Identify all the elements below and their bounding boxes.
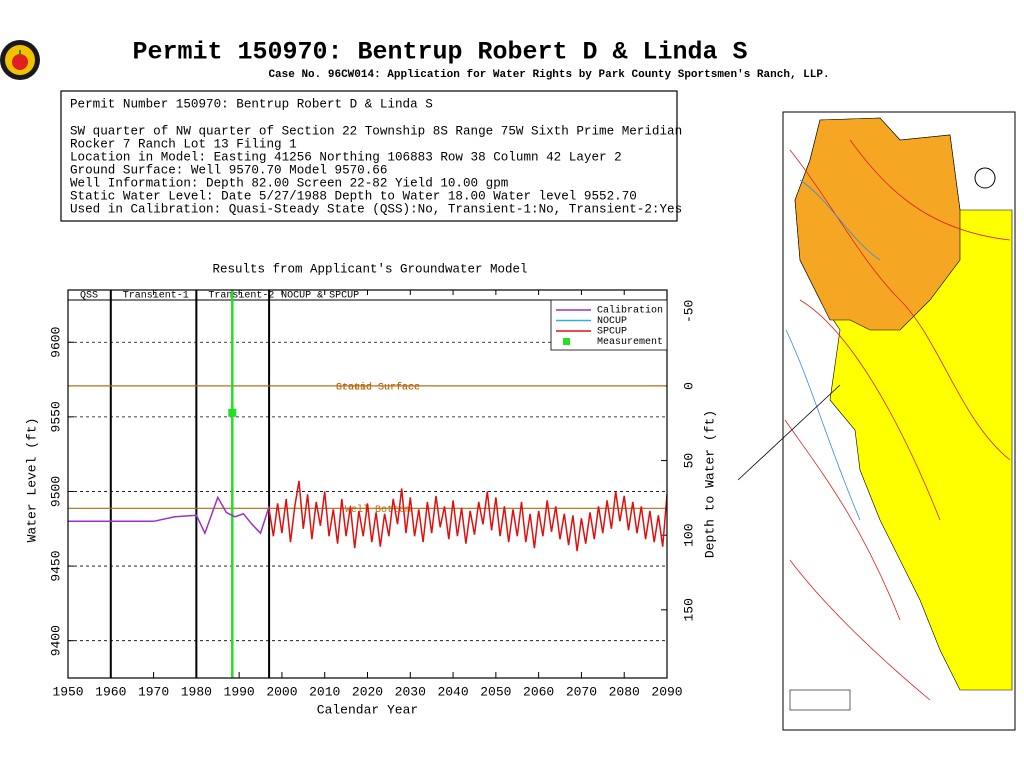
period-label: NOCUP & SPCUP — [281, 291, 359, 302]
y-tick-label: 9400 — [48, 625, 63, 656]
page-subtitle: Case No. 96CW014: Application for Water … — [268, 69, 829, 81]
y2-tick-label: -50 — [681, 300, 696, 323]
legend-label: SPCUP — [597, 327, 627, 338]
x-tick-label: 2020 — [352, 684, 383, 699]
x-tick-label: 2060 — [523, 684, 554, 699]
chart-title: Results from Applicant's Groundwater Mod… — [212, 262, 527, 276]
info-line: Location in Model: Easting 41256 Northin… — [70, 150, 622, 164]
map-layer1 — [794, 117, 961, 331]
series-line — [268, 480, 668, 552]
map-roads — [784, 139, 1011, 701]
x-tick-label: 2000 — [266, 684, 297, 699]
legend-label: Measurement — [597, 337, 663, 348]
x-tick-label: 1960 — [95, 684, 126, 699]
legend-swatch — [563, 338, 570, 345]
x-tick-label: 2010 — [309, 684, 340, 699]
logo-apple — [12, 54, 28, 70]
x-tick-label: 2050 — [480, 684, 511, 699]
info-lines: Permit Number 150970: Bentrup Robert D &… — [70, 97, 682, 216]
map-streams — [785, 179, 881, 521]
measurement-point — [228, 408, 237, 417]
info-line: SW quarter of NW quarter of Section 22 T… — [70, 124, 682, 138]
y-tick-label: 9450 — [48, 550, 63, 581]
series-line — [68, 495, 270, 536]
x-tick-label: 2090 — [651, 684, 682, 699]
location-map — [737, 111, 1016, 731]
y2-axis-label: Depth to Water (ft) — [702, 410, 717, 558]
x-tick-label: 1980 — [181, 684, 212, 699]
x-tick-label: 1990 — [224, 684, 255, 699]
x-tick-label: 1970 — [138, 684, 169, 699]
logo-stem — [19, 50, 21, 55]
reference-label: Ground Surface — [336, 382, 420, 394]
x-tick-label: 2040 — [437, 684, 468, 699]
info-line: Ground Surface: Well 9570.70 Model 9570.… — [70, 163, 387, 177]
period-label: Transient-1 — [123, 290, 189, 302]
map-legend — [789, 689, 851, 711]
info-line: Static Water Level: Date 5/27/1988 Depth… — [70, 189, 637, 203]
y-tick-label: 9500 — [48, 476, 63, 507]
x-axis-label: Calendar Year — [317, 702, 418, 717]
info-line: Permit Number 150970: Bentrup Robert D &… — [70, 97, 433, 111]
period-label: Transient-2 — [208, 290, 274, 302]
map-compass — [974, 167, 996, 189]
y2-tick-label: 50 — [681, 453, 696, 469]
x-tick-label: 2070 — [566, 684, 597, 699]
map-pointer — [737, 384, 841, 481]
y2-tick-label: 150 — [681, 598, 696, 621]
y-tick-label: 9550 — [48, 401, 63, 432]
info-line: Well Information: Depth 82.00 Screen 22-… — [70, 176, 508, 190]
period-label: QSS — [80, 291, 98, 302]
info-box — [60, 90, 678, 222]
chart: Results from Applicant's Groundwater Mod… — [24, 262, 717, 717]
info-line: Used in Calibration: Quasi-Steady State … — [70, 202, 682, 216]
x-tick-label: 1950 — [52, 684, 83, 699]
legend-box — [550, 299, 668, 351]
legend-label: Calibration — [597, 305, 663, 317]
y-axis-label: Water Level (ft) — [24, 418, 39, 543]
y2-tick-label: 0 — [681, 382, 696, 390]
reference-label: Well Bottom — [345, 504, 411, 516]
page-title: Permit 150970: Bentrup Robert D & Linda … — [132, 38, 747, 67]
y-tick-label: 9600 — [48, 327, 63, 358]
x-tick-label: 2030 — [395, 684, 426, 699]
plot-frame — [67, 289, 668, 679]
reference-label: Static Surface — [336, 382, 420, 394]
legend-label: NOCUP — [597, 316, 627, 327]
y2-tick-label: 100 — [681, 523, 696, 546]
info-line: Rocker 7 Ranch Lot 13 Filing 1 — [70, 137, 297, 151]
x-tick-label: 2080 — [609, 684, 640, 699]
logo — [0, 40, 40, 80]
